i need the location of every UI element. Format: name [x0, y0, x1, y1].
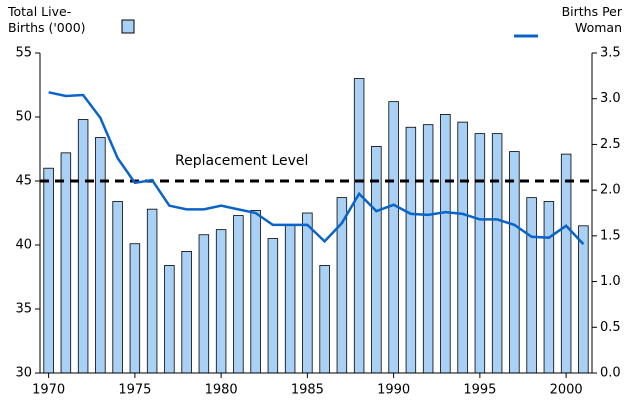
bar [60, 152, 72, 374]
x-tick-label: 1980 [205, 383, 238, 398]
bar [284, 224, 296, 374]
bar [302, 212, 313, 374]
x-tick-label: 1985 [291, 383, 324, 398]
bar [353, 78, 365, 374]
y2-tick-label: 0.0 [600, 366, 621, 381]
legend-label-line: Births Per Woman [561, 4, 622, 35]
y-tick-label: 45 [15, 174, 32, 189]
y2-tick-label: 0.5 [600, 320, 621, 335]
bar [388, 101, 399, 374]
y2-tick-label: 3.5 [600, 46, 621, 61]
bar [95, 137, 106, 374]
bar [474, 133, 486, 374]
bar [198, 234, 210, 374]
bar [129, 243, 141, 374]
annotation: Replacement Level [175, 153, 308, 169]
y-tick-label: 35 [15, 302, 32, 317]
bar [250, 210, 261, 374]
x-tick-label: 1970 [32, 383, 65, 398]
y2-tick-label: 1.0 [600, 274, 621, 289]
y-tick-label: 40 [15, 238, 32, 253]
x-tick-label: 1990 [377, 383, 410, 398]
bar [164, 265, 175, 374]
bar [491, 133, 503, 374]
bar [422, 124, 434, 374]
bar [112, 201, 123, 374]
bar [43, 167, 54, 374]
bar [233, 215, 244, 374]
y2-tick-label: 1.5 [600, 228, 621, 243]
y-tick-label: 50 [15, 110, 32, 125]
bar [405, 126, 417, 374]
bar [267, 238, 279, 374]
x-tick-label: 2000 [550, 383, 583, 398]
legend-swatch-bar [121, 19, 135, 34]
bar [146, 208, 158, 374]
bar [457, 121, 468, 374]
bar [560, 153, 572, 374]
bar [319, 265, 330, 374]
y-tick-label: 30 [15, 366, 32, 381]
bar [215, 229, 227, 374]
y2-tick-label: 2.0 [600, 183, 621, 198]
x-tick-label: 1995 [463, 383, 496, 398]
y-tick-label: 55 [15, 46, 32, 61]
bar [526, 197, 537, 374]
bar [181, 250, 192, 374]
bar [543, 201, 555, 374]
bar [77, 119, 89, 374]
bar [440, 114, 451, 374]
bar [509, 151, 520, 374]
y2-tick-label: 2.5 [600, 137, 621, 152]
y2-tick-label: 3.0 [600, 91, 621, 106]
bar [578, 225, 589, 374]
x-tick-label: 1975 [118, 383, 151, 398]
line [48, 91, 585, 245]
legend-label-bar: Total Live-Births ('000) [8, 4, 86, 35]
